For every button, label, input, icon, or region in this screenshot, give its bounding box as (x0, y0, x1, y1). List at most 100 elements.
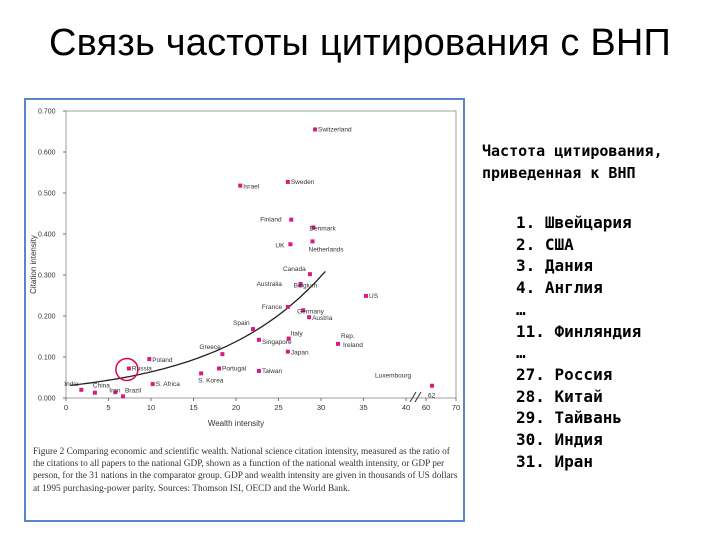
ranking-item: 30. Индия (516, 430, 603, 450)
point-label: Denmark (309, 225, 336, 232)
x-tick-label: 15 (189, 403, 197, 412)
panel-subtitle-line-1: Частота цитирования, (482, 142, 663, 160)
y-tick-label: 0.000 (38, 396, 56, 403)
point-label: Australia (257, 281, 283, 288)
x-tick-label: 0 (64, 403, 68, 412)
data-point (298, 283, 303, 288)
y-tick-label: 0.300 (38, 273, 56, 280)
data-point (288, 242, 293, 247)
data-point (238, 183, 243, 188)
ranking-item: … (516, 343, 526, 363)
x-tick-label: 5 (106, 403, 110, 412)
y-tick-label: 0.100 (38, 355, 56, 362)
point-label: Finland (260, 217, 282, 224)
ranking-item: 1. Швейцария (516, 213, 632, 232)
data-point (311, 225, 316, 230)
ranking-item: 27. Россия (516, 364, 613, 384)
y-tick-label: 0.200 (38, 314, 56, 321)
point-label: Switzerland (318, 126, 352, 133)
y-tick-label: 0.500 (38, 191, 56, 198)
data-point (126, 366, 131, 371)
data-point (199, 371, 204, 376)
point-label: US (369, 293, 379, 300)
point-label: S. Africa (156, 381, 181, 388)
data-point (256, 337, 261, 342)
x-tick-label: 10 (147, 403, 155, 412)
data-point (285, 304, 290, 309)
data-point (285, 179, 290, 184)
point-label: Italy (291, 331, 304, 338)
x-tick-label: 60 (422, 403, 430, 412)
axis-break-mark (414, 391, 422, 403)
point-label: Taiwan (262, 368, 283, 375)
data-point (285, 349, 290, 354)
data-point (79, 387, 84, 392)
y-tick-label: 0.700 (38, 109, 56, 116)
data-point (301, 308, 306, 313)
point-label: S. Korea (198, 377, 224, 384)
point-label: Greece (199, 344, 221, 351)
ranking-item: 3. Дания (516, 256, 594, 276)
point-label: Spain (233, 320, 250, 327)
data-point (220, 352, 225, 357)
ranking-item: 2. США (516, 234, 574, 254)
data-point (307, 272, 312, 277)
data-point (289, 217, 294, 222)
y-tick-label: 0.400 (38, 232, 56, 239)
ranking-list: 1. Швейцария 2. США 3. Дания 4. Англия …… (516, 212, 720, 472)
ranking-item: 31. Иран (516, 451, 594, 471)
ranking-item: 4. Англия (516, 278, 603, 298)
x-axis-label: Wealth intensity (208, 419, 264, 428)
data-point (217, 366, 221, 371)
x-tick-label: 20 (232, 403, 240, 412)
x-tick-label: 25 (274, 403, 282, 412)
data-point (150, 382, 155, 387)
x-tick-label: 35 (359, 403, 367, 412)
data-point (364, 293, 369, 298)
plot-frame (65, 110, 457, 399)
point-label: Germany (297, 308, 324, 315)
point-label: India (64, 381, 78, 388)
point-label: Sweden (291, 179, 315, 186)
point-label: UK (275, 242, 285, 249)
data-point (120, 394, 125, 399)
chart-figure: 0.000 0.100 0.200 0.300 0.400 0.500 0.600 0.700… (24, 98, 465, 522)
data-point (336, 341, 340, 346)
scatter-chart: 0.000 0.100 0.200 0.300 0.400 0.500 0.600 0.700… (29, 109, 460, 429)
panel-subtitle-line-2: приведенная к ВНП (482, 164, 636, 182)
point-label: Austria (312, 315, 333, 322)
slide-title: Связь частоты цитирования с ВНП (48, 22, 672, 64)
ranking-item: 11. Финляндия (516, 321, 642, 341)
right-panel: Частота цитирования, приведенная к ВНП 1… (482, 140, 720, 471)
point-label: Brazil (125, 387, 142, 394)
x-tick-label: 30 (317, 403, 325, 412)
figure-caption: Figure 2 Comparing economic and scientif… (33, 447, 458, 494)
ranking-item: 29. Тайвань (516, 408, 622, 428)
point-label: Canada (283, 266, 306, 273)
data-point (286, 336, 291, 341)
point-label: China (93, 383, 110, 390)
data-point (313, 127, 318, 132)
panel-subtitle: Частота цитирования, приведенная к ВНП (482, 140, 720, 184)
data-point (92, 390, 97, 395)
point-label: Portugal (222, 365, 247, 372)
point-label: Israel (243, 184, 259, 191)
data-point (113, 390, 118, 395)
x-tick-label: 70 (452, 403, 460, 412)
point-label: Poland (152, 357, 173, 364)
point-label: Netherlands (309, 246, 345, 253)
ranking-item: 28. Китай (516, 386, 603, 406)
axis-break-mark (409, 391, 417, 403)
point-label: Luxembourg (375, 373, 412, 380)
highlight-circle (115, 357, 139, 382)
point-label: Rep. (341, 333, 355, 340)
point-label: Iran (109, 387, 121, 394)
data-point (251, 327, 255, 332)
x-tick-label: 40 (402, 403, 410, 412)
data-point (307, 315, 312, 320)
point-label: Belgium (294, 282, 317, 289)
y-tick-label: 0.600 (38, 150, 56, 157)
point-label: Singapore (262, 339, 292, 346)
point-label: Russia (132, 365, 152, 372)
point-x-label: 62 (428, 393, 436, 400)
